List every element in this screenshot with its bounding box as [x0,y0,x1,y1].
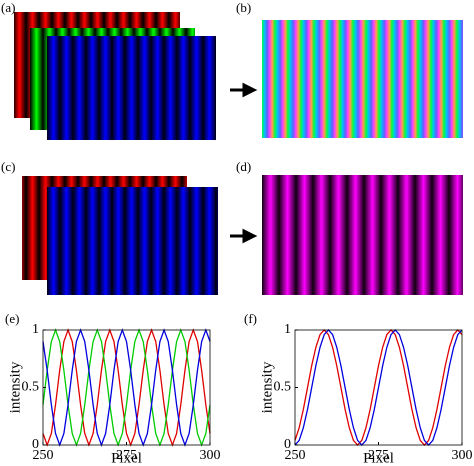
line-series [42,328,211,447]
panel-label: (c) [1,159,15,174]
y-axis-label: intensity [7,361,23,413]
x-tick-label: 275 [116,448,137,463]
y-tick-label: 0.5 [274,380,292,395]
x-tick-label: 300 [452,448,473,463]
line-series [294,329,463,446]
line-series [294,329,463,446]
y-tick-label: 1 [32,322,39,337]
y-tick-label: 0 [32,437,39,452]
x-tick-label: 250 [33,448,54,463]
y-tick-label: 0.5 [22,380,40,395]
x-tick-label: 250 [285,448,306,463]
x-axis-label: Pixel [363,450,394,466]
y-axis-label: intensity [259,361,275,413]
arrow [230,82,258,98]
line-series [42,328,211,447]
x-tick-label: 275 [368,448,389,463]
composite-pattern [262,175,463,295]
panel-label: (f) [244,311,257,326]
blue-pattern [47,36,216,140]
y-tick-label: 1 [284,322,291,337]
panel-label: (b) [236,0,251,15]
x-axis-label: Pixel [111,450,142,466]
line-series [42,328,211,447]
composite-pattern [262,20,463,138]
panel-label: (d) [236,159,251,174]
y-tick-label: 0 [284,437,291,452]
panel-label: (e) [5,311,19,326]
arrow [230,228,258,244]
blue-pattern [47,187,218,295]
x-tick-label: 300 [200,448,221,463]
panel-label: (a) [1,0,15,15]
plot-frame [42,329,211,446]
